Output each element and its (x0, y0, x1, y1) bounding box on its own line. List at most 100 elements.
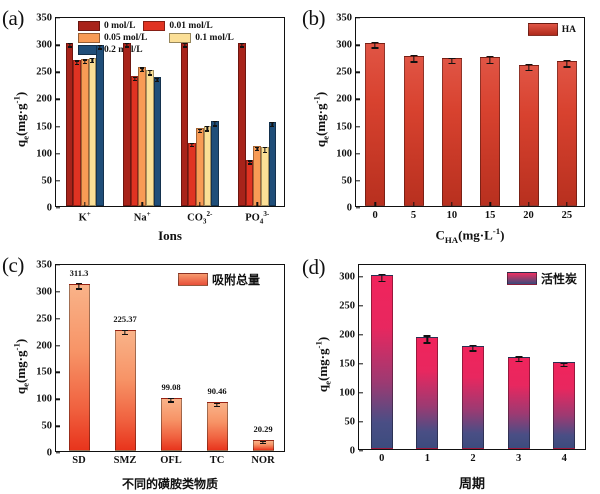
error-cap-1 (247, 163, 252, 165)
error-bar (191, 142, 193, 147)
legend-item-0: 0 mol/L (78, 21, 135, 31)
xtick-mark-5 (566, 202, 568, 206)
xtick-label-0: 0 (372, 210, 378, 221)
ytick-label-4: 200 (336, 93, 352, 105)
panel-c-legend: 吸附总量 (177, 271, 260, 290)
bar-PO4 3--0.05 mol/L (253, 146, 262, 206)
error-cap-0 (423, 335, 431, 337)
xtick-label-2: OFL (160, 455, 182, 466)
error-cap-0 (270, 121, 275, 123)
xtick-label-0: SD (72, 455, 86, 466)
xtick-mark-3 (256, 202, 258, 206)
bar-SD (68, 283, 90, 451)
panel-b-legend: HA (527, 23, 576, 38)
error-bar (489, 56, 491, 63)
ytick-mark-2 (356, 153, 360, 155)
legend-swatch-2 (78, 33, 100, 43)
error-cap-1 (260, 443, 266, 445)
error-cap-1 (90, 61, 95, 64)
bar-CO3 2--0 mol/L (180, 42, 189, 206)
error-bar (156, 77, 159, 81)
ytick-label-1: 50 (341, 175, 353, 187)
ytick-mark-3 (56, 371, 60, 374)
error-cap-1 (190, 146, 195, 148)
bar-CO3 2--0.2 mol/L (211, 121, 219, 206)
error-cap-0 (205, 126, 210, 128)
bar-Na+-0.1 mol/L (146, 70, 154, 206)
bar-PO4 3--0.01 mol/L (245, 159, 254, 206)
panel-d: (d) qe(mg·g-1) 活性炭 0 50 100 150 200 250 300 0 1… (300, 247, 600, 494)
error-cap-1 (132, 79, 137, 82)
legend-item-ha: HA (527, 23, 576, 36)
error-bar (199, 128, 201, 132)
error-bar (517, 356, 520, 361)
error-cap-1 (448, 63, 456, 65)
bar-K+-0 mol/L (65, 42, 74, 206)
panel-a-plot-area: 0 mol/L 0.01 mol/L 0.05 mol/L 0.1 mol/L … (36, 13, 285, 226)
bar-Na+-0 mol/L (123, 42, 131, 206)
error-cap-0 (76, 283, 82, 285)
ytick-mark-3 (356, 125, 360, 128)
ytick-mark-3 (56, 125, 60, 128)
ytick-mark-6 (359, 275, 363, 278)
ytick-label-1: 50 (344, 416, 356, 428)
error-cap-0 (82, 59, 87, 61)
bar-Na+-0.2 mol/L (153, 77, 162, 206)
panel-b-plot-area: HA 0 50 100 150 200 250 300 350 0 5 10 15 20 25 (336, 13, 585, 221)
xtick-label-0: 0 (379, 453, 385, 464)
xtick-label-5: 25 (561, 210, 573, 221)
error-bar (141, 67, 143, 71)
bar-0 (365, 42, 386, 206)
error-cap-0 (212, 121, 217, 123)
error-bar (206, 126, 208, 131)
error-cap-0 (155, 77, 160, 79)
error-bar (241, 42, 243, 47)
ytick-mark-1 (356, 180, 360, 182)
ytick-label-5: 250 (339, 300, 355, 312)
error-bar (472, 344, 474, 351)
xtick-mark-2 (451, 202, 453, 206)
xtick-mark-4 (527, 202, 530, 206)
error-bar (124, 329, 126, 335)
error-cap-1 (76, 288, 82, 290)
ytick-label-7: 350 (36, 259, 52, 271)
error-cap-0 (214, 402, 220, 405)
legend-label-total-adsorption: 吸附总量 (211, 273, 260, 287)
ytick-mark-4 (56, 344, 60, 347)
bar-K+-0.1 mol/L (88, 57, 97, 206)
error-cap-1 (563, 66, 571, 68)
xtick-label-1: SMZ (113, 455, 137, 466)
legend-label-activated-carbon: 活性炭 (540, 272, 577, 286)
bar-25 (556, 61, 577, 206)
error-bar (566, 59, 568, 67)
bar-20 (518, 64, 539, 206)
error-cap-0 (560, 362, 568, 364)
ytick-mark-7 (56, 264, 60, 266)
error-cap-0 (563, 59, 571, 62)
xtick-mark-0 (84, 202, 86, 206)
error-bar (256, 146, 258, 150)
error-cap-0 (247, 160, 252, 162)
legend-item-3: 0.1 mol/L (169, 33, 234, 43)
error-cap-0 (90, 57, 95, 59)
error-cap-1 (97, 48, 102, 50)
xtick-2: CO32- (187, 210, 213, 226)
error-cap-0 (515, 356, 523, 358)
ytick-mark-2 (56, 153, 60, 155)
error-bar (451, 57, 453, 64)
ytick-mark-2 (359, 392, 363, 394)
ytick-mark-1 (359, 421, 363, 423)
xtick-label-1: 1 (424, 453, 431, 464)
panel-c-xlabel: 不同的磺胺类物质 (121, 477, 218, 491)
ytick-label-7: 350 (36, 12, 52, 24)
error-cap-0 (132, 76, 137, 78)
bar-cycle-3 (507, 356, 530, 449)
bar-cycle-2 (462, 345, 484, 449)
error-cap-1 (140, 70, 145, 72)
ytick-label-4: 200 (36, 93, 52, 105)
error-cap-1 (168, 401, 174, 403)
bar-SMZ (114, 329, 136, 451)
error-cap-1 (270, 126, 275, 128)
panel-a-xlabel: Ions (158, 228, 182, 243)
error-cap-0 (147, 70, 152, 72)
